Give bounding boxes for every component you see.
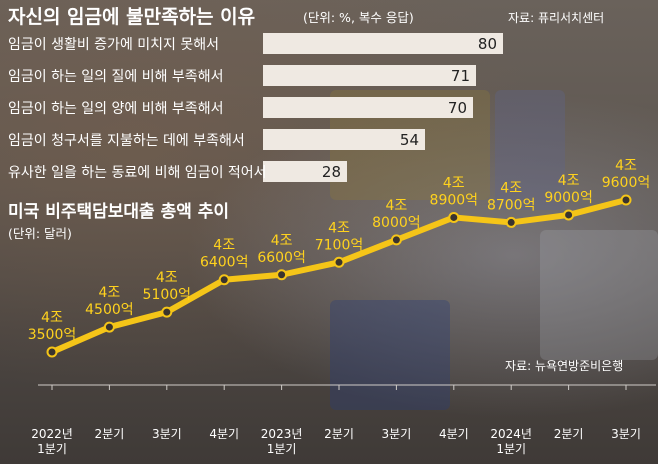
bar-4 bbox=[263, 129, 425, 150]
line-chart-source: 자료: 뉴욕연방준비은행 bbox=[505, 358, 623, 373]
point-value-label: 4조 8900억 bbox=[430, 175, 479, 208]
background-cart bbox=[540, 230, 658, 360]
bar-value-label: 80 bbox=[478, 35, 497, 53]
line-point bbox=[276, 269, 288, 281]
point-value-label: 4조 6600억 bbox=[257, 233, 306, 266]
point-value-label: 4조 4500억 bbox=[85, 285, 134, 318]
line-point bbox=[218, 274, 230, 286]
bar-chart-source: 자료: 퓨리서치센터 bbox=[508, 11, 604, 25]
point-value-label: 4조 9600억 bbox=[602, 158, 651, 191]
bar-category-label: 유사한 일을 하는 동료에 비해 임금이 적어서 bbox=[8, 165, 267, 181]
line-point bbox=[333, 256, 345, 268]
line-chart-title: 미국 비주택담보대출 총액 추이 bbox=[8, 202, 229, 222]
line-point bbox=[505, 216, 517, 228]
line-point bbox=[448, 211, 460, 223]
x-tick-label: 3분기 bbox=[152, 427, 182, 441]
x-tick-label: 2분기 bbox=[554, 427, 584, 441]
bar-category-label: 임금이 청구서를 지불하는 데에 부족해서 bbox=[8, 133, 245, 149]
bar-1 bbox=[263, 33, 503, 54]
bar-category-label: 임금이 하는 일의 질에 비해 부족해서 bbox=[8, 69, 223, 85]
line-point bbox=[161, 306, 173, 318]
x-tick-label: 3분기 bbox=[611, 427, 641, 441]
x-tick-label: 2분기 bbox=[324, 427, 354, 441]
x-tick-label: 4분기 bbox=[209, 427, 239, 441]
bar-value-label: 28 bbox=[322, 163, 341, 181]
x-tick-label: 3분기 bbox=[382, 427, 412, 441]
x-tick-label: 4분기 bbox=[439, 427, 469, 441]
point-value-label: 4조 9000억 bbox=[544, 173, 593, 206]
line-point bbox=[390, 234, 402, 246]
bar-chart-title: 자신의 임금에 불만족하는 이유 bbox=[8, 6, 255, 28]
x-tick-label: 2022년 1분기 bbox=[31, 427, 73, 456]
bar-chart: 임금이 생활비 증가에 미치지 못해서 80 임금이 하는 일의 질에 비해 부족해… bbox=[8, 33, 503, 182]
bar-value-label: 54 bbox=[400, 131, 419, 149]
line-point bbox=[563, 209, 575, 221]
bar-value-label: 70 bbox=[448, 99, 467, 117]
background-shopper bbox=[495, 90, 565, 210]
bar-value-label: 71 bbox=[451, 67, 470, 85]
bar-chart-unit: (단위: %, 복수 응답) bbox=[303, 10, 414, 25]
x-axis-ticks: 2022년 1분기 2분기 3분기 4분기 2023년 1분기 2분기 3분기 4분기 2024년 1… bbox=[31, 385, 641, 456]
point-value-label: 4조 8000억 bbox=[372, 198, 421, 231]
line-point bbox=[103, 321, 115, 333]
x-tick-label: 2024년 1분기 bbox=[490, 427, 532, 456]
point-value-label: 4조 3500억 bbox=[28, 310, 77, 343]
line-chart-unit: (단위: 달러) bbox=[8, 226, 72, 241]
point-value-label: 4조 6400억 bbox=[200, 238, 249, 271]
x-tick-label: 2분기 bbox=[95, 427, 125, 441]
background-price-sign bbox=[330, 300, 450, 410]
point-value-label: 4조 8700억 bbox=[487, 180, 536, 213]
bar-3 bbox=[263, 97, 473, 118]
bar-category-label: 임금이 생활비 증가에 미치지 못해서 bbox=[8, 37, 219, 53]
line-point bbox=[46, 346, 58, 358]
x-tick-label: 2023년 1분기 bbox=[261, 427, 303, 456]
point-value-label: 4조 7100억 bbox=[315, 220, 364, 253]
point-value-label: 4조 5100억 bbox=[143, 270, 192, 303]
bar-5 bbox=[263, 161, 347, 182]
line-point bbox=[620, 194, 632, 206]
bar-2 bbox=[263, 65, 476, 86]
bar-category-label: 임금이 하는 일의 양에 비해 부족해서 bbox=[8, 101, 223, 117]
